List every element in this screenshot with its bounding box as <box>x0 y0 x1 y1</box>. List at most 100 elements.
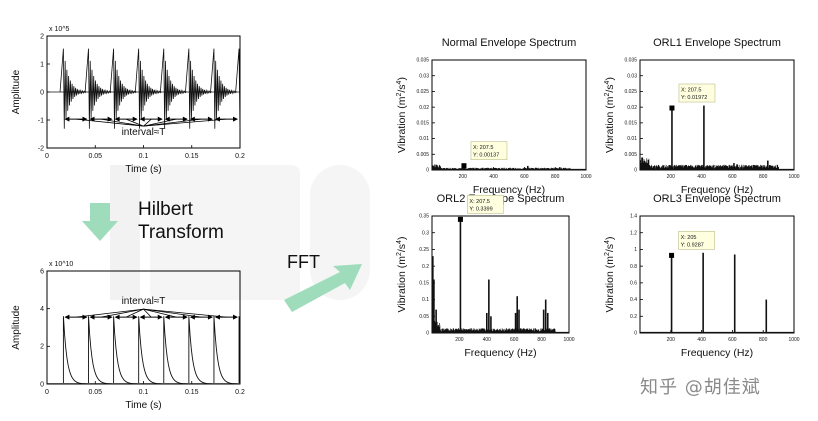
x-tick-label: 0.2 <box>235 389 245 396</box>
y-tick-label: 0 <box>40 89 44 96</box>
fft-label: FFT <box>287 252 320 272</box>
impulse-burst <box>235 48 241 129</box>
x-tick-label: 0.05 <box>88 389 102 396</box>
bracket-line <box>125 308 144 318</box>
x-tick-label: 800 <box>759 337 768 343</box>
x-tick-label: 400 <box>483 337 492 343</box>
x-tick-label: 200 <box>667 337 676 343</box>
y-tick-label: 0.2 <box>630 314 637 320</box>
datatip-x: X: 207.5 <box>473 145 494 151</box>
chart-title: ORL1 Envelope Spectrum <box>653 37 781 49</box>
interval-arrowhead <box>164 314 170 320</box>
x-tick-label: 0.1 <box>139 389 149 396</box>
impulse-burst <box>134 48 162 129</box>
y-tick-label: 1.4 <box>630 214 637 220</box>
y-tick-label: 0.1 <box>422 297 429 303</box>
x-tick-label: 0.2 <box>235 153 245 160</box>
y-tick-label: 4 <box>40 306 44 313</box>
datatip-marker <box>669 252 675 258</box>
hilbert-label-line2: Transform <box>138 222 224 243</box>
interval-arrowhead <box>139 116 145 122</box>
x-tick-label: 200 <box>455 337 464 343</box>
chart-orl3-spectrum: 0 0.2 0.4 0.6 0.8 1 1.2 1.4 200 400 600 800 1000 ORL3… <box>604 193 800 359</box>
datatip-x: X: 207.5 <box>681 88 702 94</box>
interval-arrowhead <box>182 116 188 122</box>
y-tick-label: 0.035 <box>624 58 637 64</box>
datatip-x: X: 205 <box>681 235 697 241</box>
y-tick-label: 0.6 <box>630 281 637 287</box>
chart-normal-spectrum: 0 0.005 0.01 0.015 0.02 0.025 0.03 0.035 200 400 6… <box>396 37 592 196</box>
x-tick-label: 0.1 <box>139 153 149 160</box>
interval-arrowhead <box>214 116 220 122</box>
y-tick-label: 2 <box>40 33 44 40</box>
x-tick-label: 1000 <box>788 174 799 180</box>
chart-orl2-spectrum: 0 0.05 0.1 0.15 0.2 0.25 0.3 0.35 200 400 600 800 10… <box>396 193 575 359</box>
y-tick-label: 0.01 <box>627 136 637 142</box>
x-tick-label: 0 <box>45 389 49 396</box>
y-tick-label: 0.005 <box>416 152 429 158</box>
x-axis-label: Frequency (Hz) <box>464 347 536 359</box>
bracket-line <box>143 118 227 127</box>
interval-arrowhead <box>64 314 70 320</box>
y-axis-label: Vibration (m2/s4) <box>396 77 408 153</box>
datatip-marker <box>457 216 463 222</box>
datatip-x: X: 207.5 <box>469 199 490 205</box>
y-tick-label: -2 <box>38 145 44 152</box>
interval-arrowhead <box>157 116 163 122</box>
y-tick-label: 0.02 <box>419 105 429 111</box>
y-tick-label: 0 <box>426 168 429 174</box>
x-tick-label: 600 <box>510 337 519 343</box>
x-axis-label: Frequency (Hz) <box>681 347 753 359</box>
bracket-line <box>143 118 152 127</box>
x-tick-label: 800 <box>537 337 546 343</box>
envelope-pulse <box>138 316 162 385</box>
envelope-pulse <box>163 316 187 385</box>
y-tick-label: 1 <box>634 247 637 253</box>
bracket-line <box>75 118 144 127</box>
interval-arrowhead <box>82 116 88 122</box>
datatip-y: Y: 0.3399 <box>469 206 492 212</box>
plot-frame <box>431 59 587 171</box>
y-axis-label: Vibration (m2/s4) <box>604 77 616 153</box>
y-tick-label: 0.035 <box>416 58 429 64</box>
plot-frame <box>639 215 795 334</box>
y-tick-label: 0.03 <box>419 73 429 79</box>
x-axis-label: Time (s) <box>125 400 161 411</box>
chart-title: ORL3 Envelope Spectrum <box>653 193 781 205</box>
x-tick-label: 800 <box>759 174 768 180</box>
y-tick-label: 0 <box>40 381 44 388</box>
impulse-burst <box>210 48 237 129</box>
datatip-marker <box>669 105 675 111</box>
datatip-box <box>678 83 716 103</box>
y-tick-label: 0.8 <box>630 264 637 270</box>
x-tick-label: 600 <box>728 174 737 180</box>
interval-arrowhead <box>82 314 88 320</box>
interval-arrowhead <box>164 116 170 122</box>
impulse-burst <box>159 48 187 129</box>
interval-arrowhead <box>182 314 188 320</box>
y-tick-label: 0 <box>634 331 637 337</box>
hilbert-label: Hilbert Transform <box>138 198 224 244</box>
bracket-line <box>125 118 144 127</box>
y-tick-label: 0.3 <box>422 230 429 236</box>
y-tick-label: 0.005 <box>624 152 637 158</box>
noise-floor <box>639 157 779 170</box>
y-tick-label: 0.03 <box>627 73 637 79</box>
interval-label: interval≈T <box>122 296 166 307</box>
x-tick-label: 0.05 <box>88 153 102 160</box>
x-tick-label: 1000 <box>580 174 591 180</box>
y-tick-label: 0.25 <box>419 247 429 253</box>
interval-arrowhead <box>233 314 239 320</box>
x-tick-label: 0 <box>45 153 49 160</box>
bracket-line <box>143 118 177 127</box>
envelope-pulse <box>188 316 213 385</box>
charts-layer: -2 -1 0 1 2 0 0.05 0.1 0.15 0.2 Time (s) Amplitude x… <box>11 26 800 411</box>
exponent-label: x 10^10 <box>49 261 73 268</box>
watermark: 知乎 @胡佳斌 <box>640 377 761 398</box>
y-tick-label: 0 <box>426 331 429 337</box>
y-axis-label: Vibration (m2/s4) <box>604 237 616 313</box>
x-tick-label: 1000 <box>788 337 799 343</box>
chart-time-envelope: 0 2 4 6 0 0.05 0.1 0.15 0.2 Time (s) Amplitude x 10… <box>11 261 245 411</box>
y-axis-label: Amplitude <box>11 69 22 114</box>
